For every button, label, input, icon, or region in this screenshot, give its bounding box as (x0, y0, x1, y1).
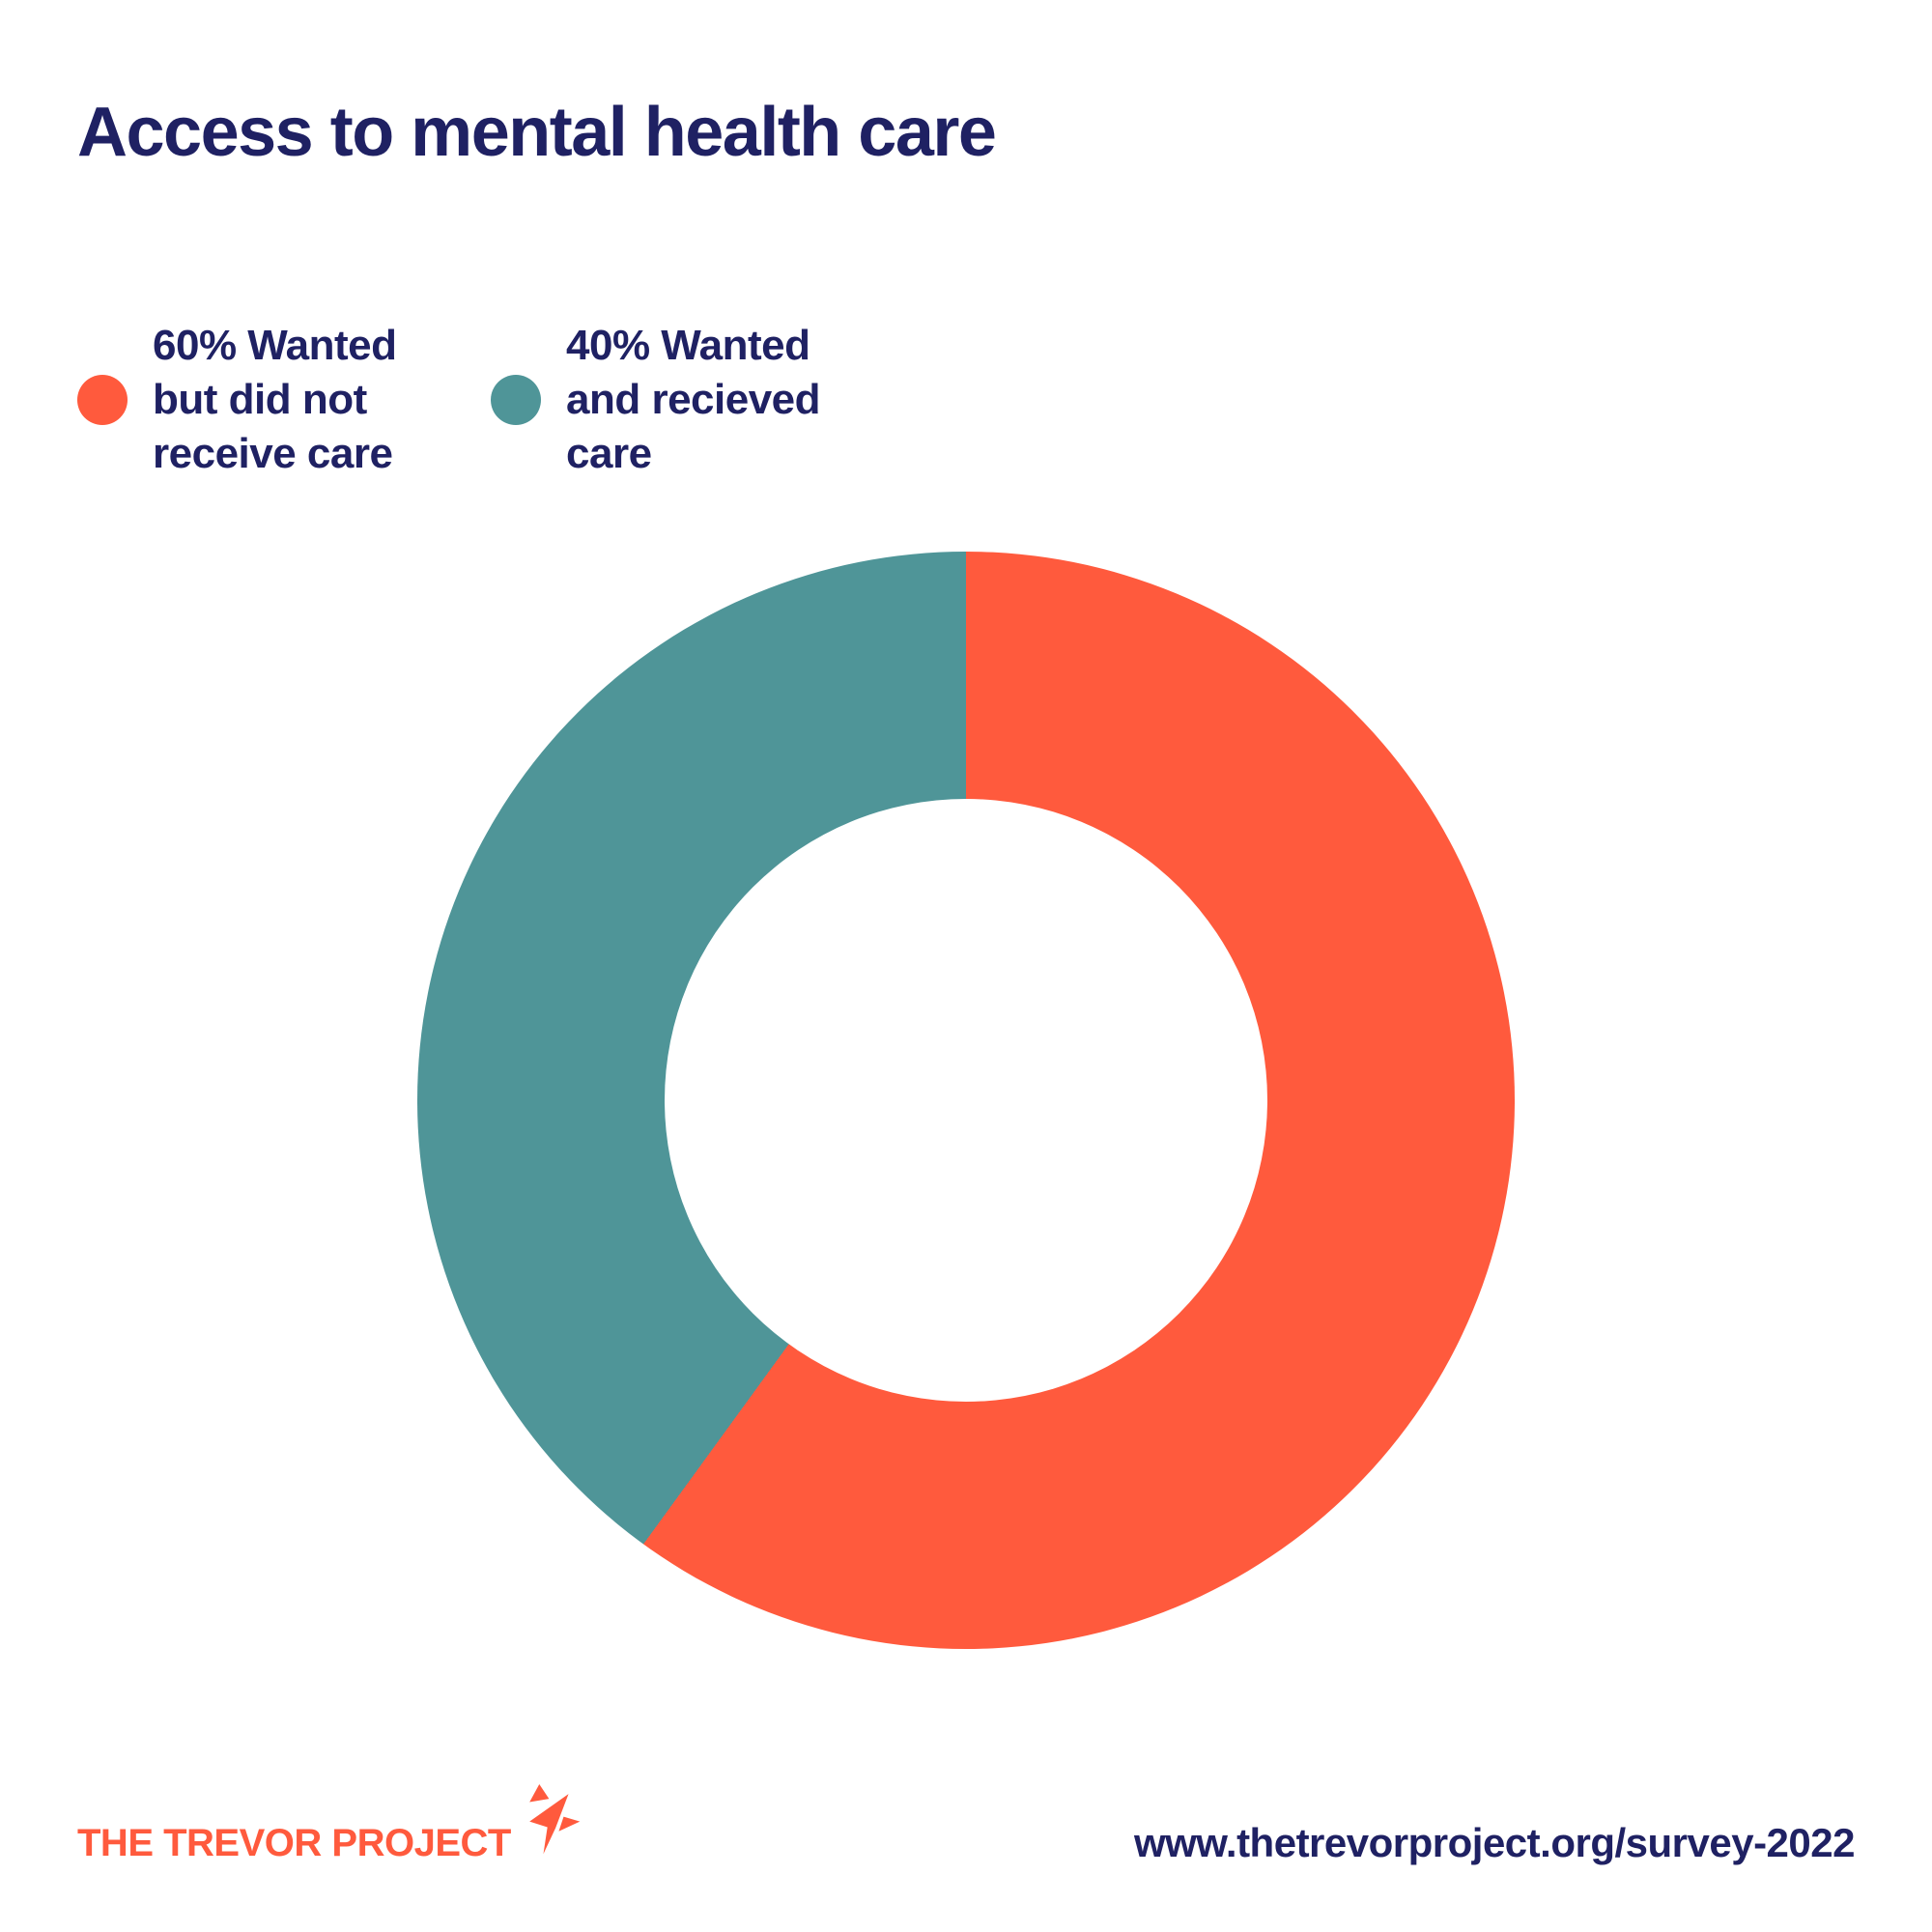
logo-text: THE TREVOR PROJECT (77, 1822, 511, 1864)
legend-dot-orange-icon (77, 375, 128, 425)
legend-label-line: receive care (153, 430, 393, 477)
legend-label-line: 60% Wanted (153, 322, 397, 369)
legend-label-line: 40% Wanted (566, 322, 810, 369)
legend-label: 40% Wanted and recieved care (566, 319, 856, 481)
donut-chart (417, 552, 1515, 1649)
legend-item-wanted-not-received: 60% Wanted but did not receive care (77, 319, 442, 481)
legend-dot-teal-icon (491, 375, 541, 425)
legend-item-wanted-received: 40% Wanted and recieved care (491, 319, 856, 481)
legend-label: 60% Wanted but did not receive care (153, 319, 442, 481)
spark-icon (529, 1784, 581, 1855)
survey-url: www.thetrevorproject.org/survey-2022 (1133, 1820, 1856, 1865)
trevor-project-logo: THE TREVOR PROJECT (77, 1784, 586, 1866)
legend-label-line: but did not (153, 376, 367, 423)
donut-hole (664, 798, 1268, 1403)
chart-legend: 60% Wanted but did not receive care 40% … (77, 319, 856, 481)
legend-label-line: and recieved (566, 376, 821, 423)
legend-label-line: care (566, 430, 652, 477)
page-title: Access to mental health care (77, 94, 997, 171)
